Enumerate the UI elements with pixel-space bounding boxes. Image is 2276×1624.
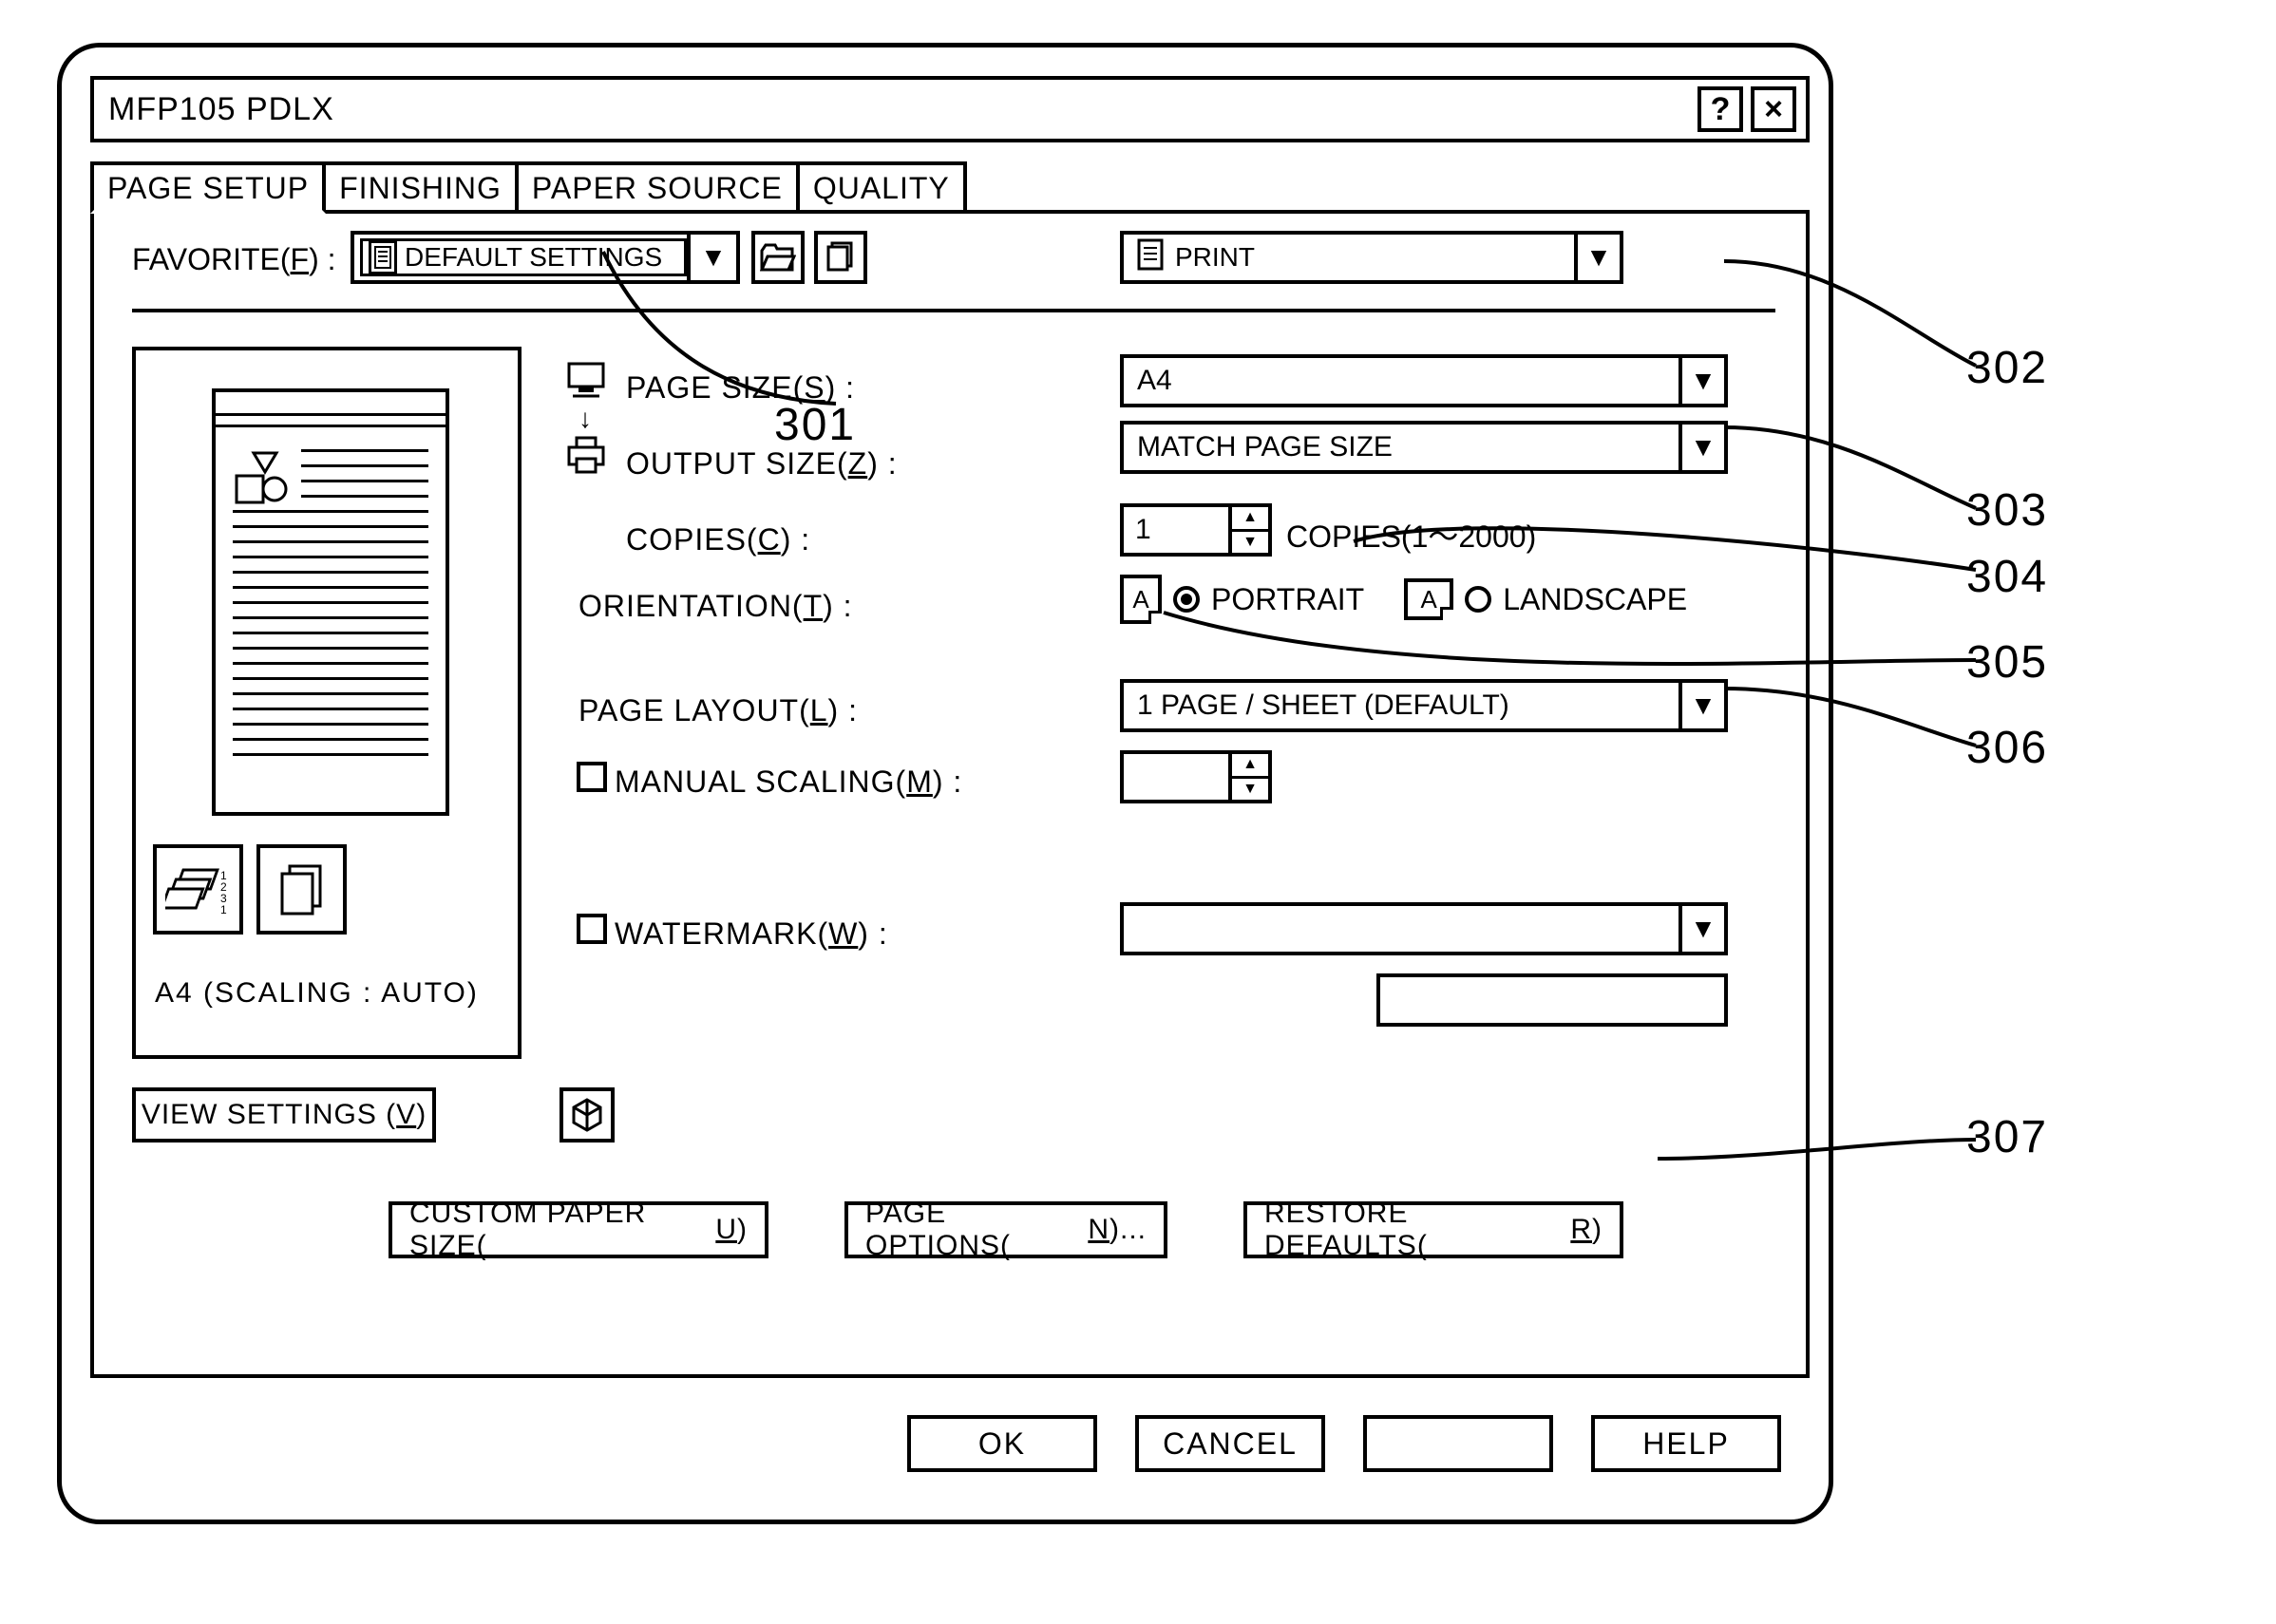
scaling-down[interactable]: ▼ — [1232, 779, 1268, 801]
print-mode-icon — [1137, 238, 1164, 277]
favorite-label-pre: FAVORITE( — [132, 242, 291, 276]
copies-value: 1 — [1124, 514, 1228, 546]
copies-spinner[interactable]: 1 ▲ ▼ — [1120, 503, 1272, 557]
preview-mode-icons: 1231 — [153, 844, 347, 935]
manual-scaling-checkbox[interactable] — [577, 762, 607, 792]
output-size-dropdown[interactable]: MATCH PAGE SIZE ▼ — [1120, 421, 1728, 474]
manual-scaling-spinner[interactable]: ▲ ▼ — [1120, 750, 1272, 803]
help-button[interactable]: ? — [1698, 86, 1743, 132]
preview-caption: A4 (SCALING : AUTO) — [155, 977, 479, 1010]
close-button[interactable]: × — [1751, 86, 1796, 132]
tab-finishing[interactable]: FINISHING — [322, 161, 519, 214]
custom-paper-size-button[interactable]: CUSTOM PAPER SIZE(U) — [389, 1201, 768, 1258]
preview-panel: 1231 A4 (SCALING : AUTO) — [132, 347, 522, 1059]
ok-button[interactable]: OK — [907, 1415, 1097, 1472]
copies-up[interactable]: ▲ — [1232, 507, 1268, 532]
output-size-label: OUTPUT SIZE(Z) : — [626, 446, 898, 482]
tab-strip: PAGE SETUP FINISHING PAPER SOURCE QUALIT… — [90, 161, 963, 214]
callout-305-leader — [1159, 608, 1985, 684]
preview-copies-icon[interactable] — [256, 844, 347, 935]
print-mode-arrow[interactable]: ▼ — [1574, 235, 1620, 280]
callout-301-leader — [598, 247, 845, 418]
page-layout-arrow[interactable]: ▼ — [1679, 683, 1724, 728]
page-options-button[interactable]: PAGE OPTIONS(N)... — [844, 1201, 1167, 1258]
scaling-up[interactable]: ▲ — [1232, 754, 1268, 779]
tab-quality[interactable]: QUALITY — [796, 161, 967, 214]
manual-scaling-label: MANUAL SCALING(M) : — [615, 765, 962, 800]
view-settings-post: ) — [416, 1099, 427, 1131]
favorite-label-post: ) : — [309, 242, 335, 276]
print-mode-value: PRINT — [1175, 242, 1255, 273]
page-size-value: A4 — [1124, 365, 1679, 397]
callout-306-leader — [1719, 684, 1985, 760]
orientation-label: ORIENTATION(T) : — [578, 589, 853, 624]
callout-302-leader — [1719, 256, 1985, 380]
copies-label: COPIES(C) : — [626, 522, 810, 557]
cube-button[interactable] — [560, 1087, 615, 1142]
preview-collate-icon[interactable]: 1231 — [153, 844, 243, 935]
favorite-label: FAVORITE(F) : — [132, 242, 336, 277]
callout-307-leader — [1653, 1130, 1985, 1168]
portrait-icon: A — [1120, 575, 1162, 624]
help-dialog-button[interactable]: HELP — [1591, 1415, 1781, 1472]
dialog-button-row: OK CANCEL HELP — [90, 1415, 1810, 1482]
apply-button[interactable] — [1363, 1415, 1553, 1472]
window-title: MFP105 PDLX — [108, 91, 334, 128]
favorite-preset-icon — [369, 240, 397, 274]
cancel-button[interactable]: CANCEL — [1135, 1415, 1325, 1472]
tab-page-setup[interactable]: PAGE SETUP — [90, 161, 326, 214]
page-layout-value: 1 PAGE / SHEET (DEFAULT) — [1124, 689, 1679, 722]
dialog-window: MFP105 PDLX ? × PAGE SETUP FINISHING PAP… — [57, 43, 1833, 1524]
watermark-checkbox[interactable] — [577, 914, 607, 944]
callout-304-leader — [1349, 503, 1985, 589]
titlebar-buttons: ? × — [1698, 86, 1796, 132]
view-settings-key: V — [396, 1099, 416, 1131]
view-settings-pre: VIEW SETTINGS ( — [142, 1099, 396, 1131]
watermark-dropdown[interactable]: ▼ — [1120, 902, 1728, 955]
flow-arrow-icon: ↓ — [578, 404, 592, 434]
output-size-value: MATCH PAGE SIZE — [1124, 431, 1679, 463]
output-size-arrow[interactable]: ▼ — [1679, 425, 1724, 470]
printer-icon — [563, 432, 609, 478]
cube-icon — [568, 1096, 606, 1134]
page-size-arrow[interactable]: ▼ — [1679, 358, 1724, 404]
favorite-label-key: F — [291, 242, 310, 276]
tab-paper-source[interactable]: PAPER SOURCE — [515, 161, 800, 214]
print-mode-dropdown[interactable]: PRINT ▼ — [1120, 231, 1623, 284]
watermark-text-field[interactable] — [1376, 973, 1728, 1027]
page-layout-label: PAGE LAYOUT(L) : — [578, 693, 858, 728]
page-size-dropdown[interactable]: A4 ▼ — [1120, 354, 1728, 407]
page-setup-panel: FAVORITE(F) : DEFAULT SETTINGS ▼ — [90, 210, 1810, 1378]
restore-defaults-button[interactable]: RESTORE DEFAULTS(R) — [1243, 1201, 1623, 1258]
preview-shapes-icon — [233, 449, 290, 506]
watermark-label: WATERMARK(W) : — [615, 916, 888, 952]
watermark-arrow[interactable]: ▼ — [1679, 906, 1724, 952]
divider — [132, 309, 1775, 312]
copies-down[interactable]: ▼ — [1232, 532, 1268, 554]
preview-page — [212, 388, 449, 816]
view-settings-button[interactable]: VIEW SETTINGS (V) — [132, 1087, 436, 1142]
titlebar: MFP105 PDLX ? × — [90, 76, 1810, 142]
svg-text:1: 1 — [220, 903, 227, 916]
page-layout-dropdown[interactable]: 1 PAGE / SHEET (DEFAULT) ▼ — [1120, 679, 1728, 732]
